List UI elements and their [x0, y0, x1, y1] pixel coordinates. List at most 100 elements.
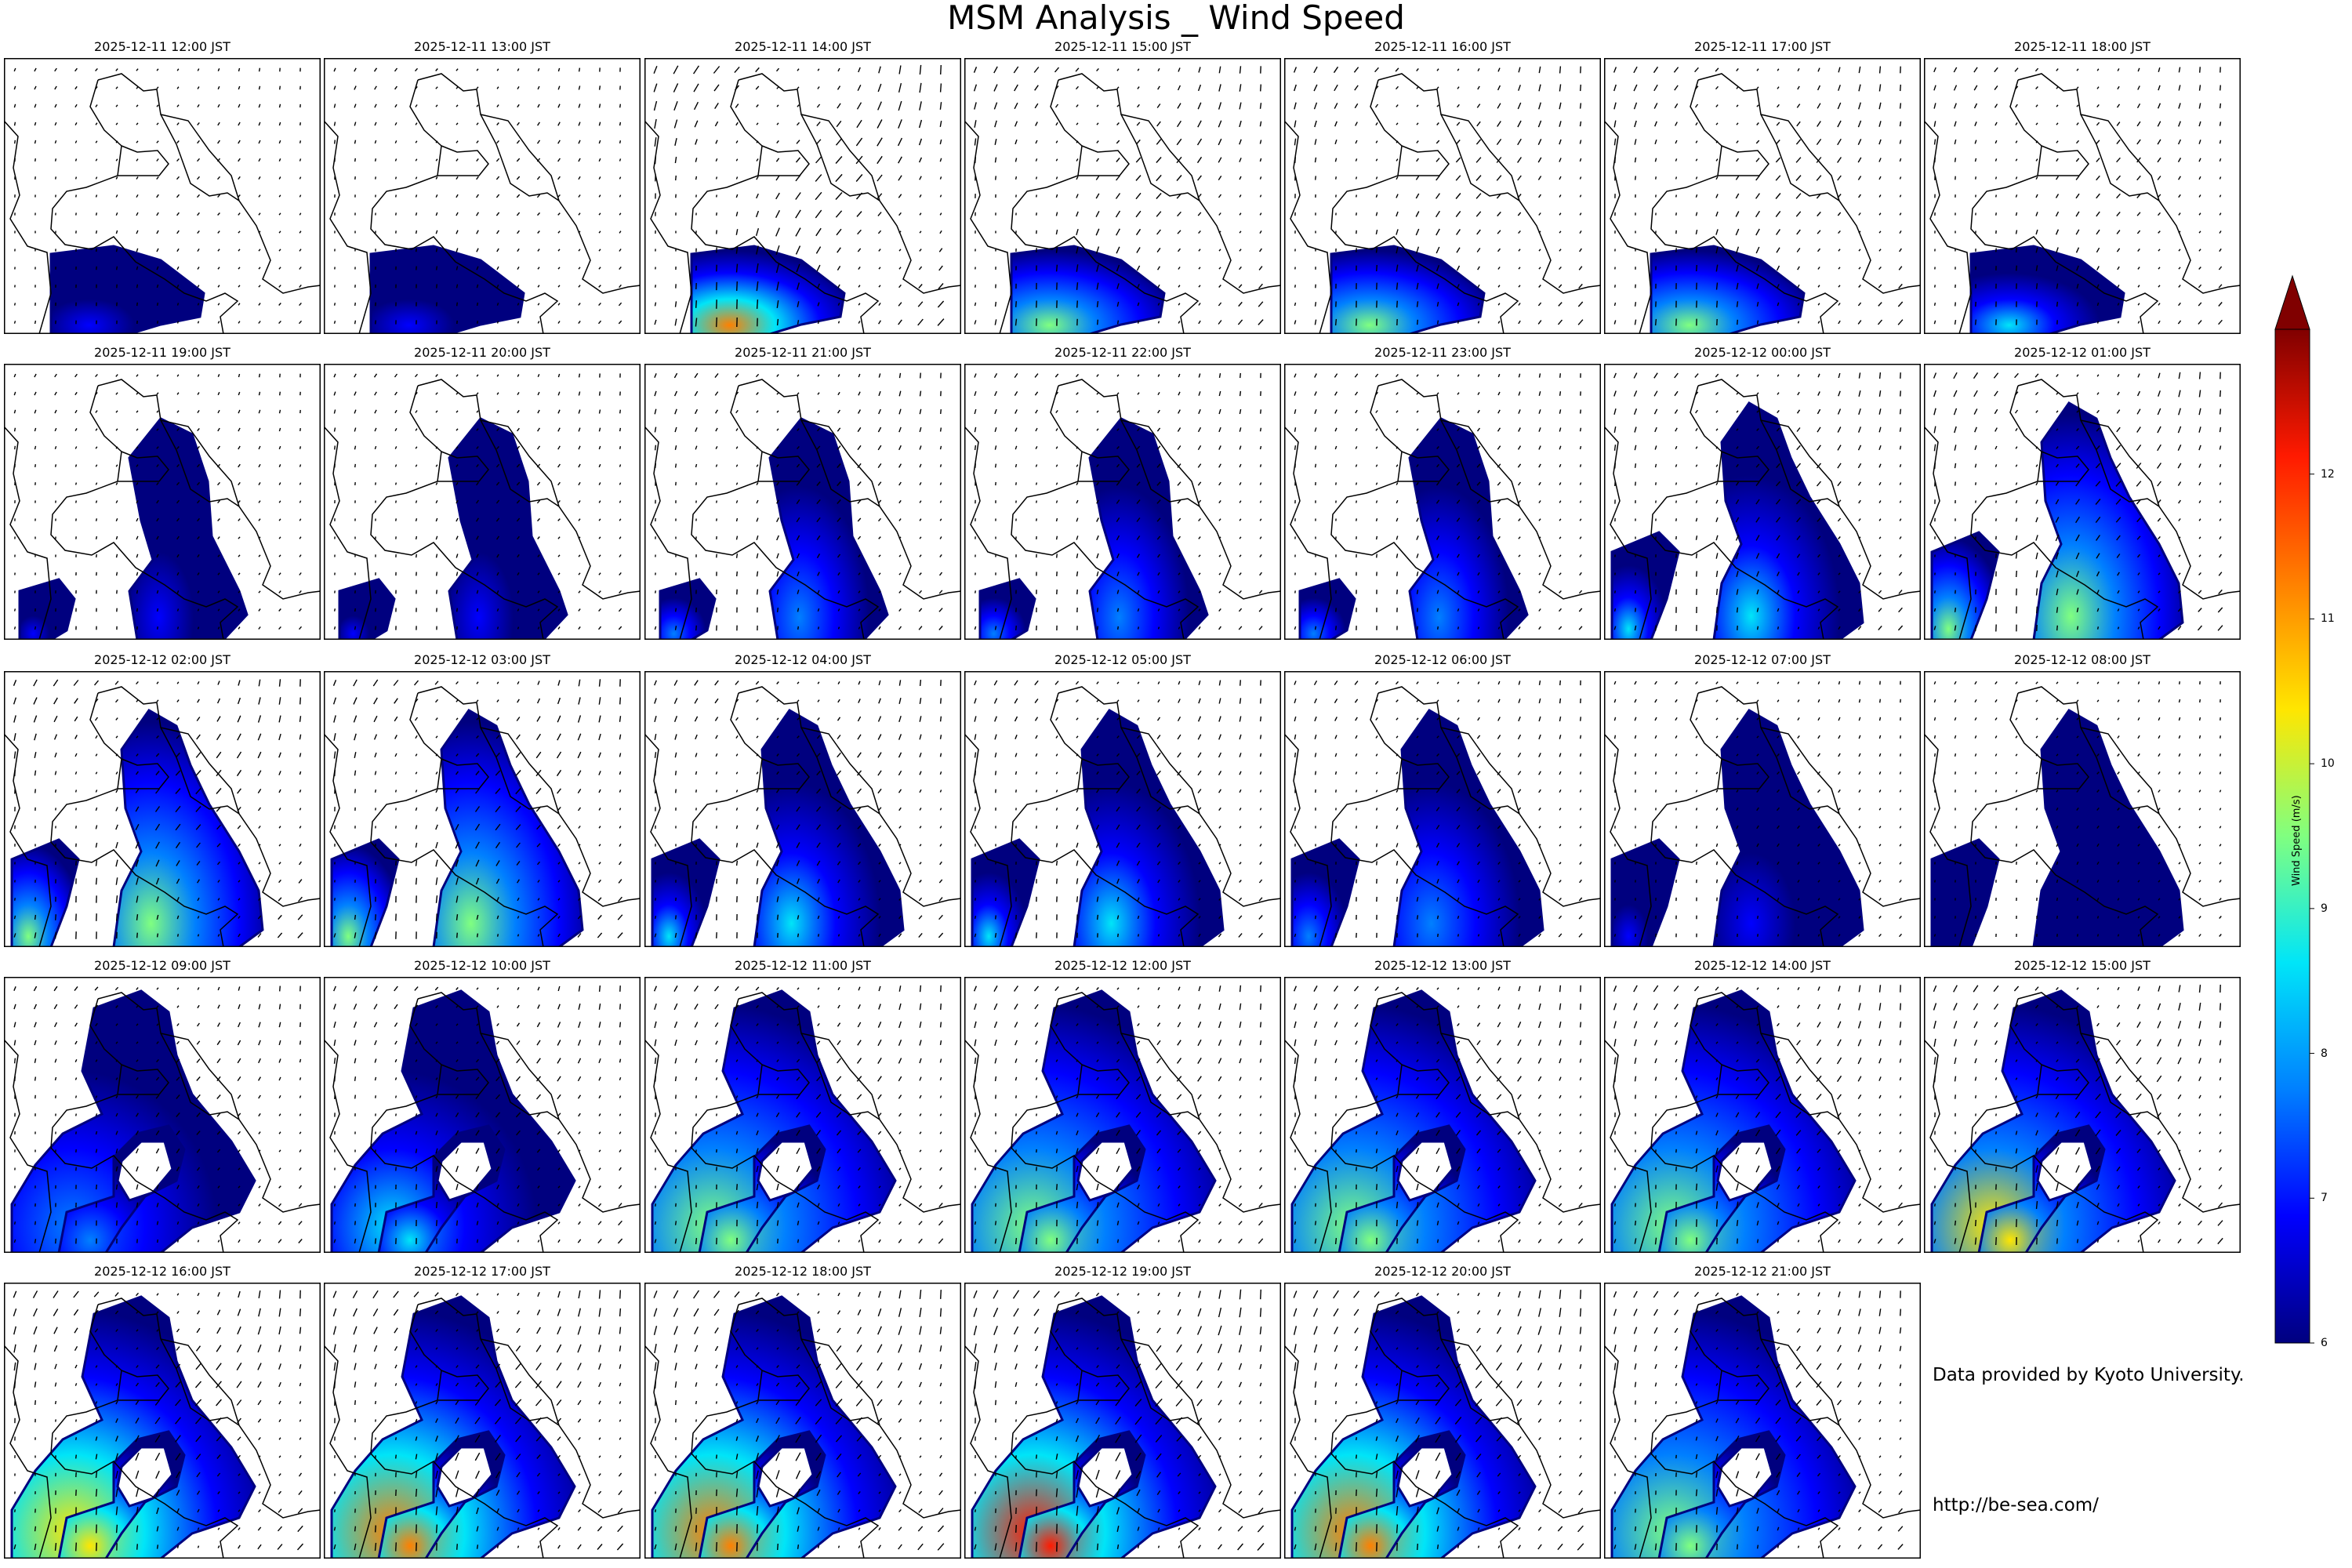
wind-arrow — [1178, 285, 1181, 288]
wind-arrow — [577, 789, 582, 793]
wind-arrow — [557, 212, 561, 216]
wind-arrow — [95, 535, 98, 540]
wind-arrow — [54, 103, 57, 108]
wind-arrow — [1436, 122, 1439, 125]
wind-arrow — [598, 844, 601, 847]
wind-arrow — [835, 156, 843, 164]
wind-arrow — [2035, 481, 2038, 486]
wind-arrow — [1334, 735, 1338, 739]
wind-arrow — [796, 122, 800, 126]
wind-arrow — [2075, 211, 2080, 217]
wind-arrow — [1055, 446, 1058, 449]
wind-arrow — [1579, 500, 1582, 503]
wind-arrow — [299, 844, 302, 847]
wind-arrow — [1797, 843, 1800, 848]
wind-arrow — [477, 626, 478, 630]
wind-arrow — [1736, 789, 1739, 793]
wind-arrow — [1775, 157, 1781, 163]
wind-arrow — [516, 158, 521, 162]
panel-frame — [324, 364, 641, 640]
wind-arrow — [13, 1004, 16, 1010]
wind-arrow — [2117, 789, 2120, 793]
wind-arrow — [1837, 481, 1842, 487]
wind-arrow — [1559, 391, 1562, 396]
wind-arrow — [1116, 789, 1120, 793]
wind-arrow — [1355, 140, 1358, 144]
wind-arrow — [1837, 212, 1842, 216]
wind-arrow — [1838, 267, 1841, 270]
wind-speed-area — [128, 417, 249, 640]
wind-arrow — [974, 915, 977, 920]
wind-arrow — [216, 1022, 221, 1027]
wind-arrow — [395, 826, 397, 829]
wind-arrow — [1455, 210, 1461, 218]
wind-arrow — [1537, 176, 1542, 180]
wind-arrow — [1416, 499, 1419, 504]
wind-arrow — [33, 715, 38, 723]
wind-arrow — [197, 267, 200, 270]
wind-arrow — [2198, 518, 2201, 521]
wind-arrow — [298, 626, 303, 630]
wind-arrow — [1934, 590, 1936, 593]
wind-arrow — [1858, 408, 1861, 416]
wind-arrow — [1456, 843, 1461, 848]
wind-arrow — [837, 266, 841, 270]
wind-arrow — [776, 318, 779, 326]
wind-arrow — [1715, 373, 1719, 378]
wind-arrow — [2117, 862, 2120, 865]
wind-arrow — [694, 698, 699, 704]
wind-arrow — [1238, 933, 1243, 938]
wind-arrow — [598, 463, 601, 468]
wind-arrow — [974, 373, 977, 378]
wind-arrow — [258, 463, 261, 468]
wind-arrow — [1838, 898, 1841, 901]
wind-arrow — [1135, 210, 1142, 218]
wind-arrow — [238, 67, 241, 72]
wind-arrow — [2056, 265, 2059, 271]
wind-arrow — [517, 392, 520, 395]
wind-arrow — [1034, 103, 1039, 109]
wind-arrow — [837, 934, 840, 937]
wind-arrow — [74, 1059, 78, 1062]
wind-arrow — [919, 826, 922, 829]
wind-arrow — [2056, 68, 2059, 71]
coastline — [1604, 379, 1921, 640]
wind-arrow — [1157, 284, 1160, 289]
wind-arrow — [1218, 536, 1221, 539]
wind-arrow — [95, 1022, 98, 1027]
wind-arrow — [1116, 878, 1120, 884]
coastline — [1604, 686, 1921, 947]
wind-arrow — [898, 481, 902, 486]
wind-arrow — [1817, 85, 1821, 91]
wind-arrow — [1777, 861, 1780, 866]
wind-speed-area — [2032, 401, 2184, 640]
wind-arrow — [495, 770, 501, 776]
wind-arrow — [2075, 516, 2080, 524]
wind-arrow — [333, 715, 336, 723]
wind-arrow — [1538, 66, 1541, 74]
wind-arrow — [278, 1113, 281, 1116]
wind-arrow — [2178, 572, 2181, 575]
wind-arrow — [258, 285, 261, 288]
panel-frame — [1604, 364, 1921, 640]
wind-arrow — [496, 140, 499, 144]
wind-arrow — [2158, 285, 2161, 288]
wind-arrow — [53, 1004, 58, 1010]
map-panel — [1924, 58, 2241, 334]
wind-arrow — [1136, 806, 1141, 812]
wind-arrow — [2096, 825, 2100, 829]
wind-arrow — [1436, 246, 1440, 254]
wind-arrow — [1436, 140, 1440, 144]
wind-arrow — [2076, 861, 2079, 866]
wind-arrow — [1878, 826, 1882, 829]
wind-arrow — [619, 122, 622, 126]
wind-speed-area — [753, 709, 905, 947]
wind-arrow — [115, 158, 118, 162]
wind-arrow — [1634, 426, 1637, 433]
wind-arrow — [674, 734, 677, 740]
wind-arrow — [2198, 500, 2201, 503]
wind-arrow — [156, 987, 159, 990]
wind-arrow — [74, 789, 78, 793]
wind-arrow — [2198, 140, 2201, 144]
wind-arrow — [536, 194, 541, 198]
